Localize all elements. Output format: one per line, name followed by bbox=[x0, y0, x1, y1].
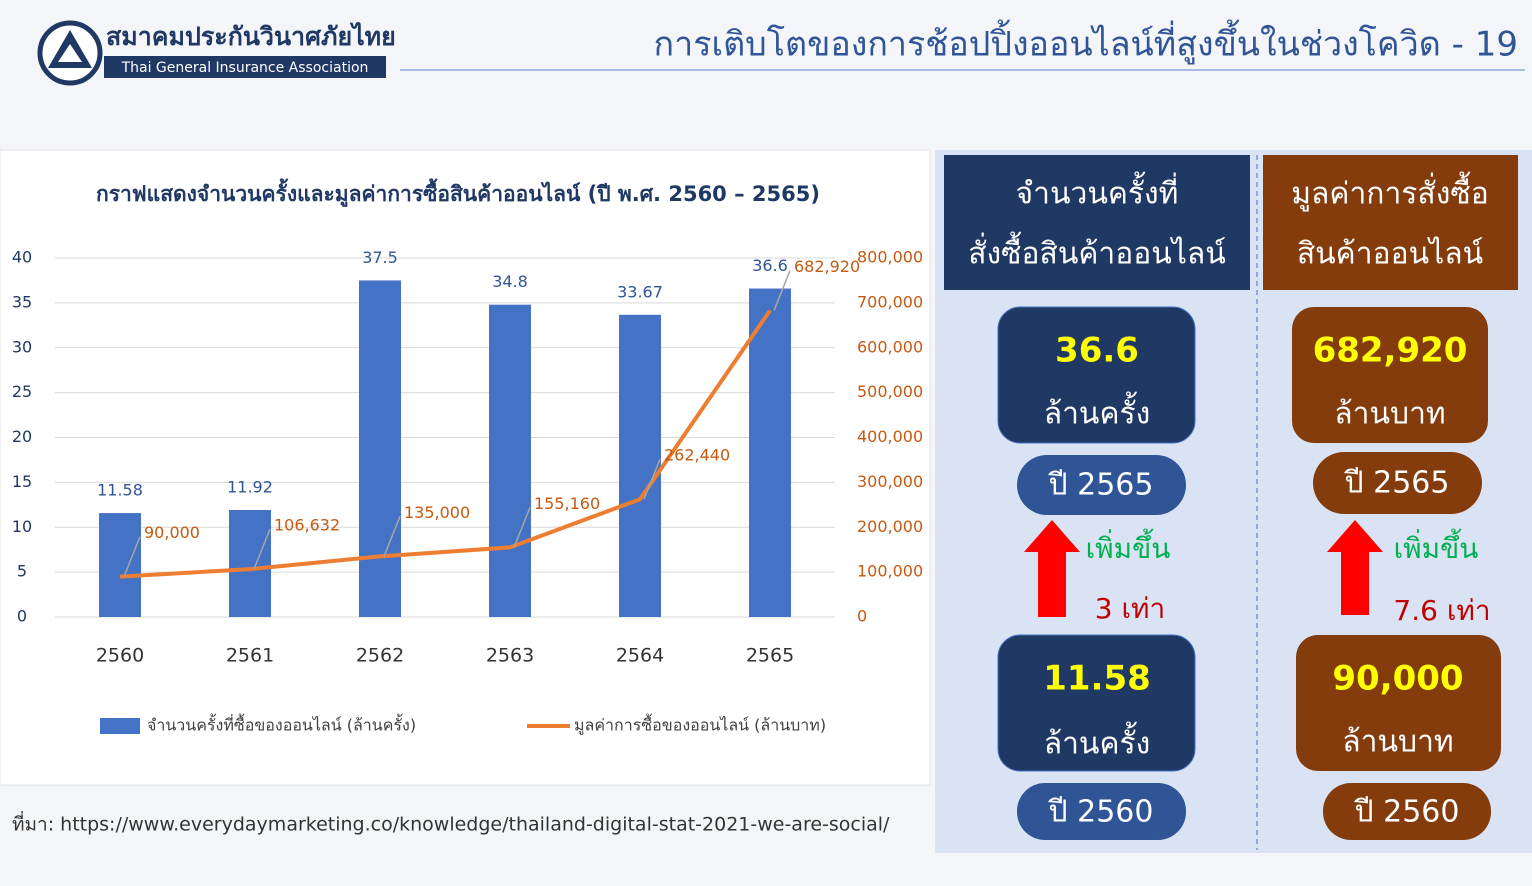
y-tick-label: 5 bbox=[17, 562, 27, 581]
unit: ล้านครั้ง bbox=[1044, 722, 1151, 762]
bar bbox=[359, 280, 401, 617]
bar bbox=[99, 513, 141, 617]
value: 11.58 bbox=[1043, 659, 1151, 699]
line-label: 135,000 bbox=[404, 503, 470, 522]
x-tick-label: 2563 bbox=[486, 645, 534, 667]
line-label: 682,920 bbox=[794, 257, 860, 276]
y2-tick-label: 600,000 bbox=[857, 337, 923, 356]
up-arrow bbox=[1024, 520, 1080, 617]
unit: ล้านบาท bbox=[1334, 397, 1445, 432]
bar bbox=[489, 304, 531, 617]
year: ปี 2565 bbox=[1344, 466, 1450, 501]
panel-header-bg bbox=[944, 155, 1250, 290]
bar bbox=[749, 288, 791, 617]
change-label: เพิ่มขึ้น bbox=[1086, 528, 1171, 565]
legend-swatch bbox=[100, 718, 140, 734]
panel-header-bg bbox=[1263, 155, 1518, 290]
line-label: 90,000 bbox=[144, 523, 200, 542]
y2-tick-label: 700,000 bbox=[857, 292, 923, 311]
line-label: 106,632 bbox=[274, 516, 340, 535]
plot: 0 5 10 15 20 25 30 35 40 0 100,000 200,000 300,000 40… bbox=[12, 248, 923, 736]
line-label: 262,440 bbox=[664, 446, 730, 465]
y-tick-label: 35 bbox=[12, 292, 32, 311]
line-label: 155,160 bbox=[534, 494, 600, 513]
bar-label: 37.5 bbox=[362, 248, 398, 267]
org-name-th: สมาคมประกันวินาศภัยไทย bbox=[106, 21, 396, 51]
y-tick-label: 30 bbox=[12, 337, 32, 356]
value-box bbox=[1296, 635, 1501, 771]
chart-title: กราฟแสดงจำนวนครั้งและมูลค่าการซื้อสินค้า… bbox=[96, 178, 820, 208]
y2-tick-label: 800,000 bbox=[857, 248, 923, 267]
bar-label: 11.58 bbox=[97, 481, 143, 500]
line bbox=[119, 309, 772, 579]
y-tick-label: 20 bbox=[12, 427, 32, 446]
x-tick-label: 2561 bbox=[226, 645, 274, 667]
change-factor: 7.6 เท่า bbox=[1393, 594, 1490, 627]
x-tick-label: 2562 bbox=[356, 645, 404, 667]
y-tick-label: 40 bbox=[12, 248, 32, 267]
up-arrow bbox=[1327, 520, 1383, 615]
slide-title: การเติบโตของการช้อปปิ้งออนไลน์ที่สูงขึ้น… bbox=[654, 20, 1518, 65]
bar-label: 36.6 bbox=[752, 256, 788, 275]
x-tick-label: 2560 bbox=[96, 645, 144, 667]
bar-label: 33.67 bbox=[617, 282, 663, 301]
value: 90,000 bbox=[1332, 659, 1463, 699]
year: ปี 2560 bbox=[1048, 795, 1154, 830]
org-name-en: Thai General Insurance Association bbox=[121, 60, 369, 76]
value: 682,920 bbox=[1313, 331, 1468, 371]
year-pill bbox=[1313, 452, 1482, 514]
panel-header: มูลค่าการสั่งซื้อ bbox=[1291, 172, 1489, 212]
y-tick-label: 10 bbox=[12, 517, 32, 536]
year: ปี 2565 bbox=[1048, 468, 1154, 503]
bar bbox=[619, 314, 661, 617]
value-box bbox=[997, 634, 1196, 772]
bar-label: 34.8 bbox=[492, 272, 528, 291]
bar-label: 11.92 bbox=[227, 478, 273, 497]
leader-line bbox=[513, 507, 531, 548]
y-tick-label: 0 bbox=[17, 607, 27, 626]
y2-tick-label: 100,000 bbox=[857, 562, 923, 581]
leader-line bbox=[643, 458, 661, 500]
y2-tick-label: 400,000 bbox=[857, 427, 923, 446]
legend-label: จำนวนครั้งที่ซื้อของออนไลน์ (ล้านครั้ง) bbox=[147, 714, 416, 735]
leader-line bbox=[773, 270, 791, 311]
logo-inner bbox=[58, 44, 82, 62]
y2-tick-label: 0 bbox=[857, 607, 867, 626]
panel-header: สั่งซื้อสินค้าออนไลน์ bbox=[968, 232, 1226, 272]
org-en-bg bbox=[104, 56, 386, 78]
y-tick-label: 15 bbox=[12, 472, 32, 491]
leader-line bbox=[123, 536, 141, 577]
legend-label: มูลค่าการซื้อของออนไลน์ (ล้านบาท) bbox=[574, 714, 826, 736]
value-box bbox=[997, 306, 1196, 444]
x-tick-label: 2565 bbox=[746, 645, 794, 667]
bar bbox=[229, 510, 271, 617]
y2-tick-label: 200,000 bbox=[857, 517, 923, 536]
y2-tick-label: 300,000 bbox=[857, 472, 923, 491]
year: ปี 2560 bbox=[1354, 795, 1460, 830]
y2-tick-label: 500,000 bbox=[857, 382, 923, 401]
leader-line bbox=[253, 528, 271, 570]
year-pill bbox=[1017, 455, 1186, 515]
value: 36.6 bbox=[1055, 331, 1139, 371]
change-factor: 3 เท่า bbox=[1095, 592, 1165, 625]
panel-header: สินค้าออนไลน์ bbox=[1297, 236, 1483, 272]
unit: ล้านครั้ง bbox=[1044, 392, 1151, 432]
source: ที่มา: https://www.everydaymarketing.co/… bbox=[12, 811, 890, 836]
leader-line bbox=[383, 516, 401, 557]
year-pill bbox=[1017, 783, 1186, 840]
change-label: เพิ่มขึ้น bbox=[1394, 528, 1479, 565]
value-box bbox=[1292, 307, 1488, 443]
year-pill bbox=[1323, 783, 1491, 840]
y-tick-label: 25 bbox=[12, 382, 32, 401]
panel-header: จำนวนครั้งที่ bbox=[1016, 172, 1179, 212]
unit: ล้านบาท bbox=[1342, 725, 1453, 760]
x-tick-label: 2564 bbox=[616, 645, 664, 667]
